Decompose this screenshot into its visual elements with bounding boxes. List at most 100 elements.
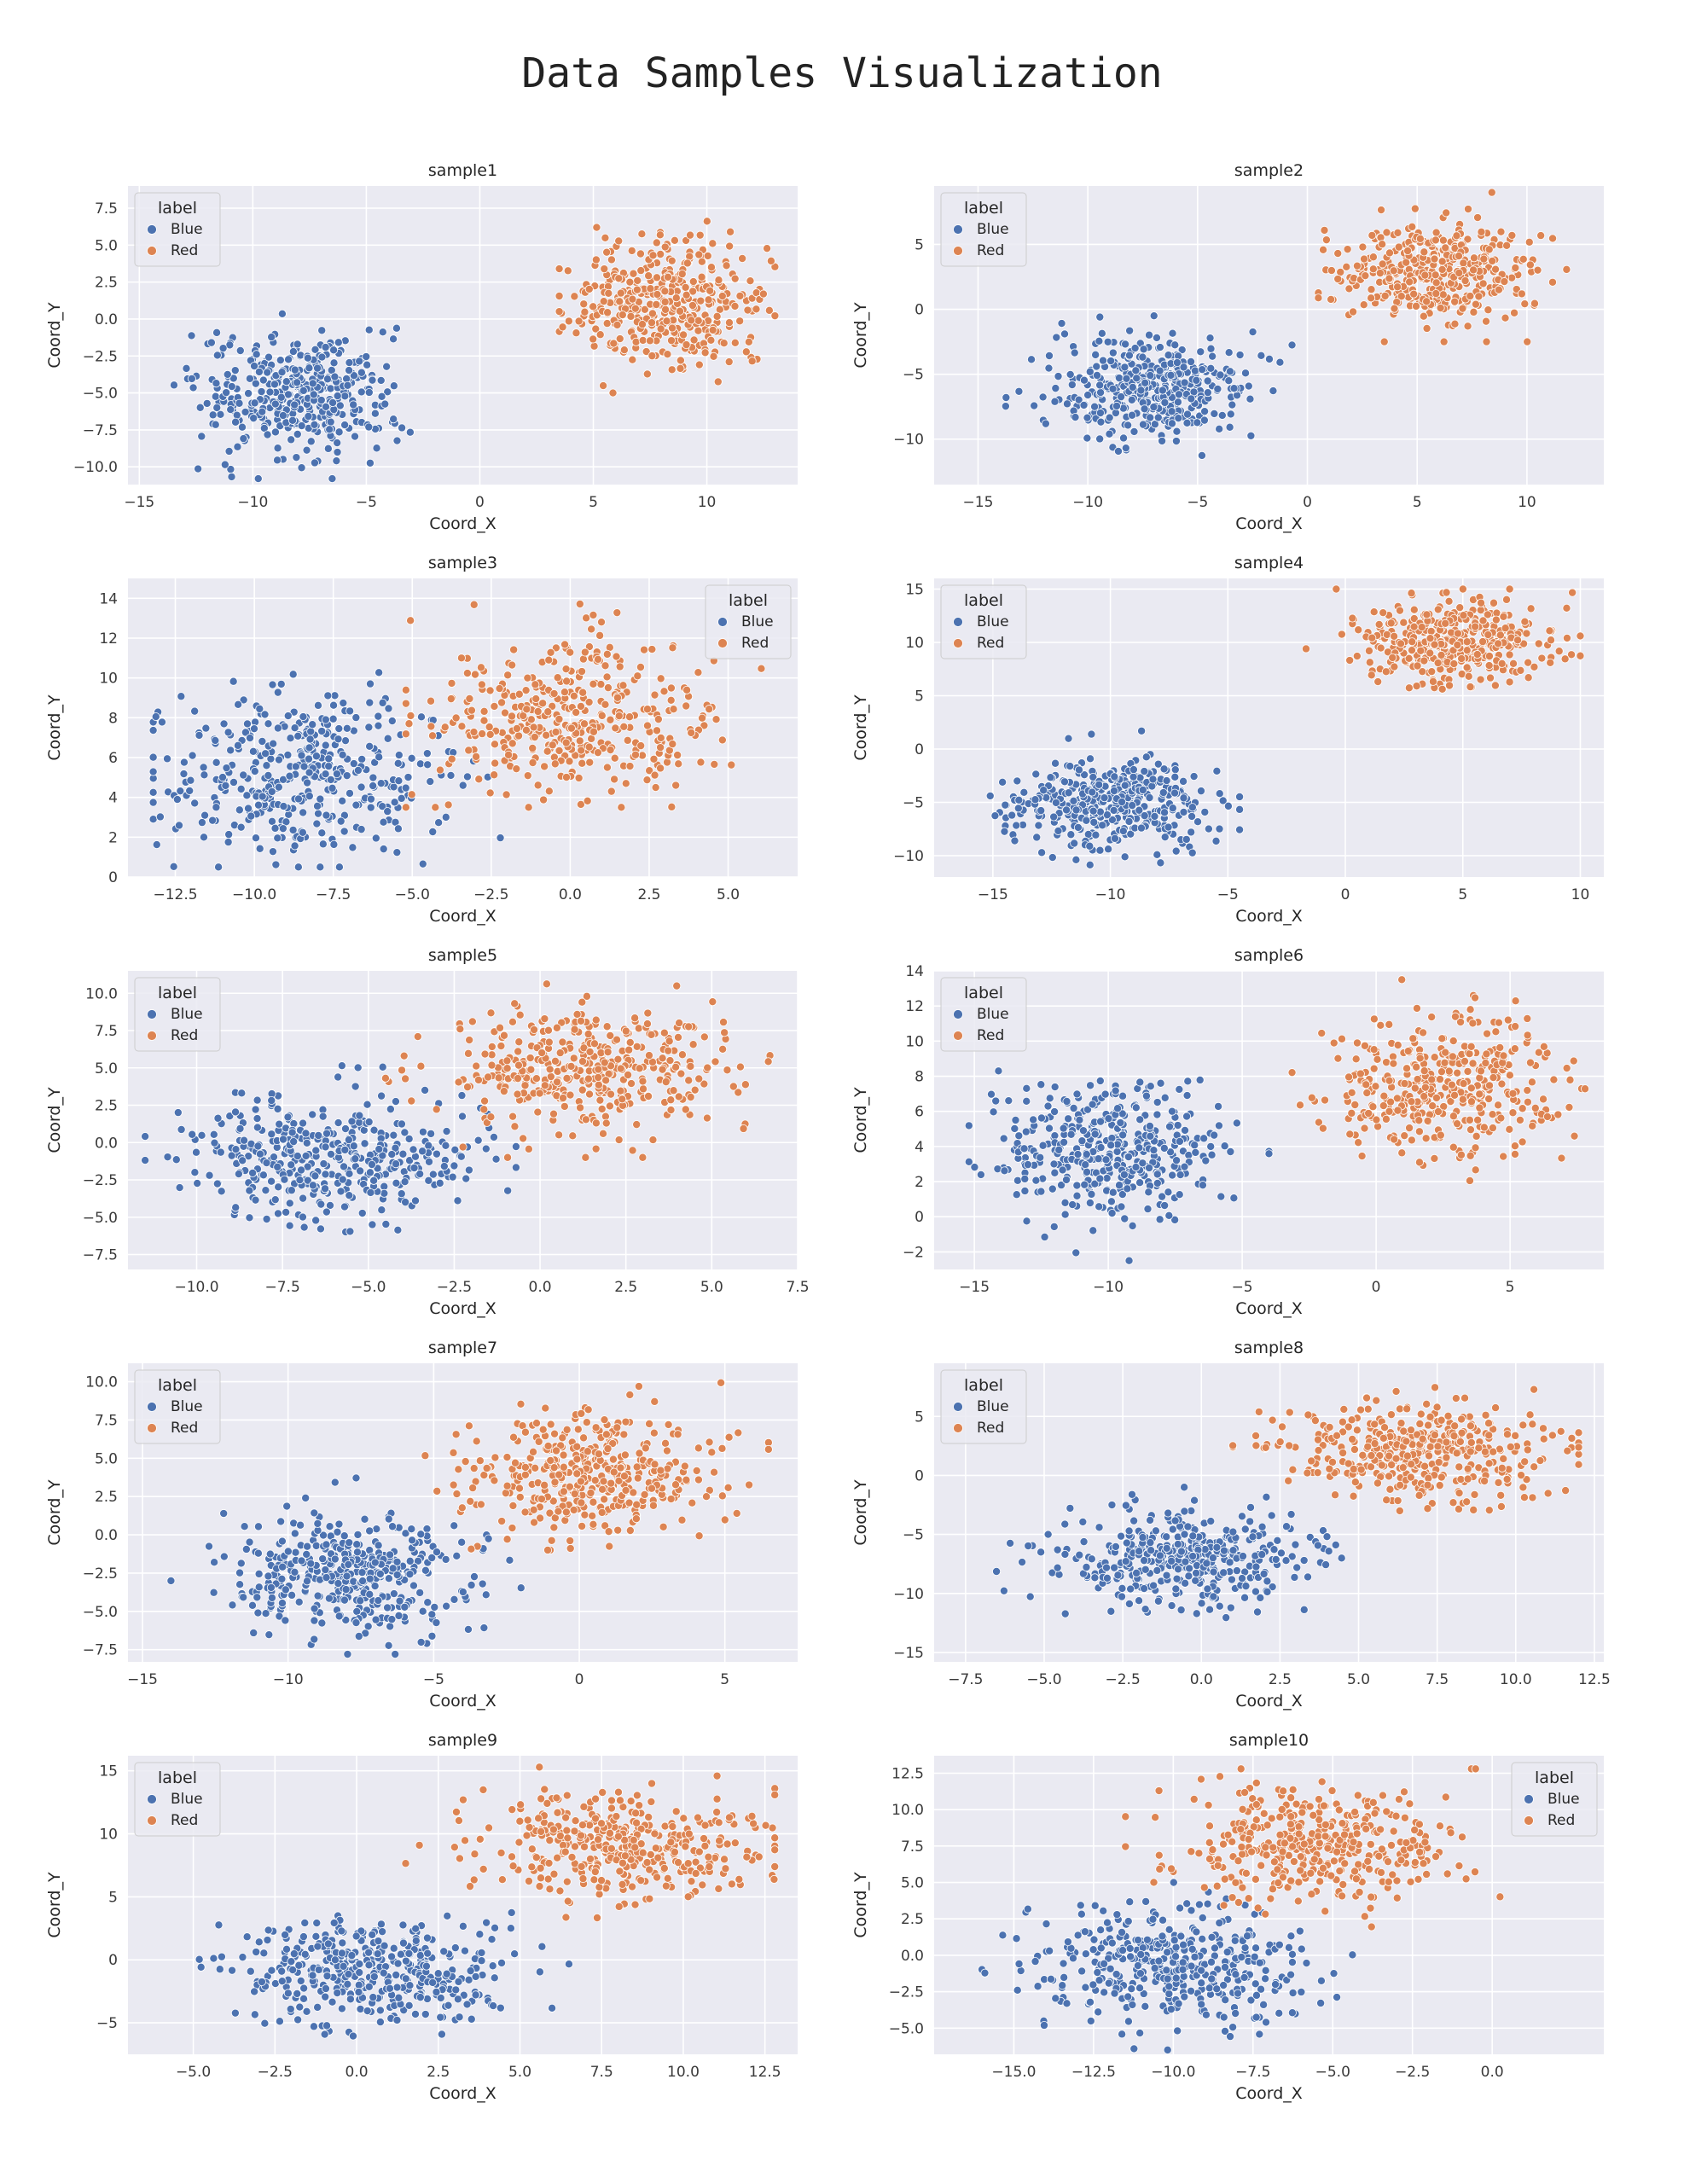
data-point-red [1495, 630, 1505, 640]
data-point-blue [1128, 1221, 1137, 1230]
data-point-red [1471, 993, 1480, 1002]
data-point-blue [234, 700, 243, 709]
data-point-red [1482, 337, 1491, 346]
data-point-red [508, 1112, 518, 1121]
data-point-blue [1082, 1150, 1091, 1159]
data-point-red [1545, 626, 1554, 636]
data-point-blue [1229, 384, 1239, 393]
data-point-blue [334, 427, 344, 437]
data-point-red [668, 323, 677, 333]
data-point-blue [283, 712, 293, 721]
data-point-blue [378, 698, 387, 707]
data-point-red [694, 326, 703, 335]
data-point-red [1287, 1068, 1297, 1077]
data-point-red [559, 1094, 568, 1103]
data-point-blue [1196, 347, 1205, 357]
data-point-red [1526, 604, 1536, 613]
data-point-blue [1080, 1180, 1089, 1189]
data-point-blue [279, 802, 288, 811]
data-point-red [562, 1073, 572, 1083]
data-point-red [656, 249, 665, 258]
data-point-blue [251, 834, 260, 843]
data-point-red [533, 706, 543, 716]
data-point-blue [353, 765, 363, 775]
data-point-blue [1083, 391, 1093, 400]
data-point-blue [1066, 762, 1075, 771]
data-point-blue [369, 773, 378, 782]
data-point-blue [151, 712, 160, 722]
data-point-blue [326, 384, 335, 393]
data-point-red [550, 1056, 560, 1066]
data-point-blue [270, 823, 280, 833]
data-point-red [490, 701, 499, 711]
data-point-red [1345, 656, 1355, 665]
data-point-blue [326, 1149, 335, 1159]
data-point-blue [1062, 1175, 1071, 1184]
data-point-blue [1141, 378, 1150, 387]
data-point-red [1477, 598, 1486, 607]
data-point-blue [415, 759, 425, 769]
data-point-red [668, 740, 677, 749]
data-point-red [743, 305, 752, 315]
data-point-blue [411, 1196, 421, 1205]
y-tick-label: 0.0 [95, 1135, 118, 1152]
data-point-blue [1235, 792, 1245, 801]
data-point-red [1426, 648, 1435, 658]
data-point-blue [316, 1224, 325, 1234]
data-point-red [1407, 646, 1416, 655]
data-point-red [456, 653, 466, 663]
data-point-red [612, 652, 621, 661]
data-point-blue [1043, 1101, 1053, 1111]
data-point-red [628, 294, 637, 304]
data-point-red [626, 311, 636, 321]
data-point-blue [1127, 395, 1136, 404]
data-point-blue [212, 351, 222, 360]
data-point-blue [362, 352, 371, 362]
data-point-red [533, 781, 543, 790]
data-point-red [627, 1079, 636, 1089]
data-point-red [1416, 646, 1426, 655]
data-point-red [676, 363, 685, 373]
x-tick-label: 10 [698, 494, 717, 511]
data-point-red [1428, 677, 1437, 686]
data-point-blue [1135, 1143, 1144, 1153]
data-point-red [589, 679, 598, 688]
data-point-red [470, 670, 479, 679]
data-point-blue [1106, 1141, 1116, 1150]
data-point-red [473, 1075, 483, 1084]
data-point-blue [1110, 834, 1119, 843]
data-point-blue [340, 1124, 350, 1134]
data-point-blue [1110, 772, 1119, 781]
data-point-blue [1072, 1191, 1082, 1200]
data-point-red [651, 783, 660, 793]
data-point-blue [1095, 780, 1104, 789]
data-point-blue [1099, 356, 1108, 365]
y-tick-label: 0 [108, 869, 118, 886]
data-point-blue [340, 1145, 350, 1154]
data-point-blue [323, 375, 333, 384]
subplot-title: sample3 [428, 554, 497, 572]
data-point-blue [283, 1112, 293, 1122]
data-point-blue [1000, 1166, 1009, 1176]
data-point-red [1397, 975, 1407, 985]
data-point-blue [321, 343, 330, 352]
data-point-red [628, 1146, 637, 1155]
data-point-blue [994, 1066, 1003, 1076]
data-point-blue [333, 448, 342, 457]
data-point-red [674, 1092, 683, 1101]
data-point-red [1523, 1086, 1532, 1095]
data-point-blue [177, 692, 186, 701]
data-point-blue [295, 1176, 305, 1185]
data-point-blue [1087, 1189, 1096, 1199]
data-point-red [502, 1064, 512, 1073]
data-point-red [601, 700, 610, 709]
y-tick-label: 10 [99, 671, 118, 688]
data-point-blue [1083, 1167, 1092, 1176]
data-point-red [1430, 1053, 1439, 1062]
data-point-blue [209, 1130, 218, 1139]
data-point-red [487, 1060, 496, 1070]
data-point-red [561, 738, 571, 747]
data-point-blue [238, 1156, 247, 1165]
data-point-red [1511, 1022, 1520, 1031]
data-point-blue [1147, 781, 1157, 791]
